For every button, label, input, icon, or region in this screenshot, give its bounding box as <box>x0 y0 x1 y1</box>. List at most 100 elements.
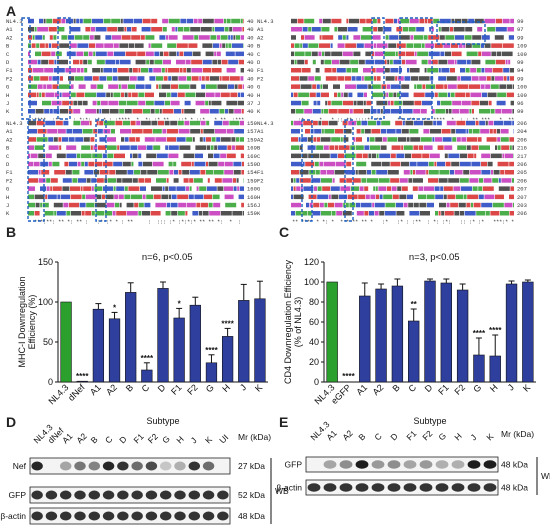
residue-run <box>500 211 509 216</box>
residue-run <box>480 100 488 106</box>
residue-run <box>91 211 95 216</box>
residue-run <box>140 35 145 40</box>
residue-run <box>490 211 500 216</box>
residue-run <box>340 137 343 142</box>
residue-run <box>122 178 133 183</box>
residue-run <box>496 59 505 65</box>
panel-c-label: C <box>279 224 289 240</box>
alignment-row-end: 100 <box>517 92 527 99</box>
residue-run <box>96 92 106 98</box>
residue-run <box>185 92 196 98</box>
residue-run <box>454 170 463 175</box>
residue-run <box>291 100 301 106</box>
residue-run <box>34 27 37 32</box>
residue-run <box>405 59 417 65</box>
residue-run <box>146 145 153 150</box>
conservation-mark: * <box>499 218 502 225</box>
residue-run <box>324 59 332 65</box>
residue-run <box>379 194 383 200</box>
residue-run <box>183 178 189 183</box>
residue-run <box>476 211 486 216</box>
residue-run <box>331 137 341 142</box>
residue-run <box>487 27 496 32</box>
residue-run <box>185 211 188 216</box>
residue-run <box>131 129 143 134</box>
x-tick-label: F1 <box>436 382 451 397</box>
alignment-row-end: 157 <box>247 128 257 135</box>
residue-run <box>83 18 92 24</box>
residue-run <box>391 145 401 150</box>
residue-run <box>338 27 347 32</box>
residue-run <box>372 92 383 98</box>
residue-run <box>137 76 145 81</box>
residue-run <box>491 170 493 175</box>
residue-run <box>376 120 381 126</box>
residue-run <box>291 109 295 114</box>
residue-run <box>308 27 312 32</box>
residue-run <box>51 43 59 48</box>
residue-run <box>238 92 240 98</box>
conservation-mark: * <box>118 116 121 123</box>
alignment-row-end: 40 <box>247 59 254 66</box>
residue-run <box>438 211 441 216</box>
residue-run <box>116 59 119 65</box>
residue-run <box>402 100 414 106</box>
bar-J <box>505 283 518 383</box>
y-tick-label: 100 <box>38 297 53 307</box>
residue-run <box>440 100 452 106</box>
residue-run <box>171 76 178 81</box>
conservation-mark: * <box>58 218 61 225</box>
residue-run <box>383 27 392 32</box>
band <box>117 511 129 521</box>
band <box>60 511 72 521</box>
residue-run <box>203 68 211 73</box>
x-tick-label: D <box>423 382 435 394</box>
residue-run <box>112 35 121 40</box>
residue-run <box>82 194 86 200</box>
residue-run <box>414 43 421 48</box>
conservation-mark: : <box>325 218 328 225</box>
residue-run <box>84 170 94 175</box>
conservation-mark: : <box>148 116 151 123</box>
residue-run <box>28 109 35 114</box>
residue-run <box>319 153 330 159</box>
residue-run <box>416 27 425 32</box>
residue-run <box>28 100 37 106</box>
residue-run <box>455 129 466 134</box>
residue-run <box>142 18 151 24</box>
residue-run <box>121 92 124 98</box>
lane-label: F1 <box>404 428 418 442</box>
residue-run <box>215 129 226 134</box>
alignment-row-end: 40 <box>247 108 254 115</box>
conservation-mark: : <box>421 116 424 123</box>
western-blot-e: NL4.3A1 A2 B C D F1 F2 G H J K Mr (kDa)GFP 48 kDaβ-a… <box>276 419 550 496</box>
residue-run <box>413 202 419 208</box>
residue-run <box>494 120 503 126</box>
residue-run <box>297 59 305 65</box>
residue-run <box>419 18 425 24</box>
alignment-row-name: K <box>257 108 261 115</box>
alignment-row-name: H <box>6 92 9 99</box>
residue-run <box>100 100 108 106</box>
residue-run <box>339 59 350 65</box>
residue-run <box>413 145 419 150</box>
residue-run <box>463 43 466 48</box>
residue-run <box>472 43 481 48</box>
residue-run <box>93 129 98 134</box>
lane-label: UI <box>217 432 230 445</box>
residue-run <box>322 120 328 126</box>
residue-run <box>56 153 66 159</box>
residue-run <box>184 120 190 126</box>
residue-run <box>69 43 77 48</box>
residue-run <box>113 68 117 73</box>
residue-run <box>325 100 328 106</box>
residue-run <box>508 35 514 40</box>
conservation-mark: * <box>505 218 508 225</box>
residue-run <box>396 211 405 216</box>
residue-run <box>154 51 160 57</box>
residue-run <box>422 84 426 89</box>
residue-run <box>208 100 211 106</box>
residue-run <box>492 178 499 183</box>
conservation-mark: : <box>106 218 109 225</box>
residue-run <box>374 202 385 208</box>
